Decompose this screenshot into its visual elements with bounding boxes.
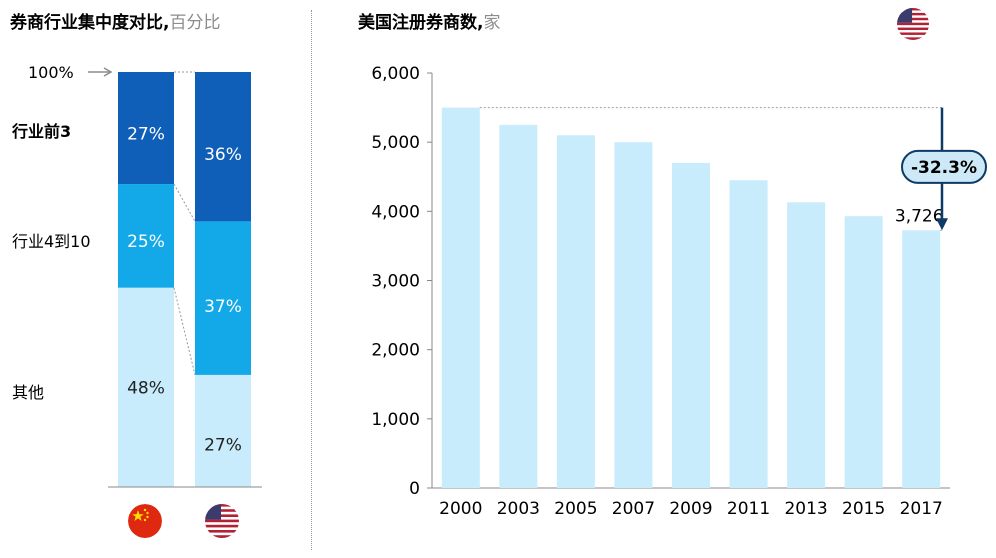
y-tick-label: 2,000 <box>371 341 420 361</box>
right-title-unit: 家 <box>483 13 501 33</box>
panel-divider <box>311 10 312 550</box>
y-tick-label: 4,000 <box>371 202 420 222</box>
left-title-unit: 百分比 <box>169 13 221 33</box>
right-chart-title: 美国注册券商数,家 <box>358 8 500 33</box>
y-tick-label: 6,000 <box>371 64 420 84</box>
stack-segment-label: 27% <box>204 435 242 455</box>
x-tick-label: 2015 <box>842 499 885 519</box>
label-top3: 行业前3 <box>12 122 72 141</box>
left-chart-title: 券商行业集中度对比,百分比 <box>10 8 220 33</box>
bar <box>441 107 480 488</box>
y-tick-label: 3,000 <box>371 272 420 292</box>
x-tick-label: 2013 <box>784 499 827 519</box>
bar <box>844 216 883 489</box>
y-tick-label: 1,000 <box>371 410 420 430</box>
x-tick-label: 2005 <box>554 499 597 519</box>
bar <box>787 202 826 488</box>
stack-segment <box>195 221 251 375</box>
bar <box>902 230 941 488</box>
stack-segment <box>195 72 251 222</box>
label-rank4-10: 行业4到10 <box>12 232 91 251</box>
x-tick-label: 2000 <box>439 499 482 519</box>
change-arrowhead <box>936 218 948 231</box>
connector-line <box>173 183 196 222</box>
stack-segment <box>118 287 174 487</box>
connector-line <box>173 287 196 376</box>
stack-segment-label: 48% <box>127 378 165 398</box>
bar <box>729 180 768 489</box>
stack-segment-label: 36% <box>204 145 242 165</box>
broker-count-chart: 0 1,000 2,000 3,000 4,000 5,000 6,000 2000 2003 2… <box>371 64 987 519</box>
us-flag-icon-header <box>897 8 929 40</box>
change-badge <box>901 149 987 184</box>
top-marker-arrowhead <box>103 67 113 77</box>
y-tick-label: 0 <box>409 479 420 499</box>
change-badge-label: -32.3% <box>911 158 977 178</box>
x-tick-label: 2011 <box>727 499 770 519</box>
x-tick-label: 2017 <box>900 499 943 519</box>
us-flag-icon <box>205 504 239 538</box>
left-title-main: 券商行业集中度对比, <box>10 13 170 33</box>
x-tick-label: 2003 <box>497 499 540 519</box>
x-tick-label: 2007 <box>612 499 655 519</box>
bar-data-label: 3,726 <box>895 206 944 226</box>
y-tick-label: 5,000 <box>371 133 420 153</box>
stack-segment <box>118 72 174 185</box>
concentration-chart: 27% 25% 48% 36% 37% 27% <box>88 67 262 488</box>
china-flag-icon <box>128 504 162 538</box>
stack-segment-label: 27% <box>127 125 165 145</box>
stack-segment-label: 25% <box>127 232 165 252</box>
bar <box>614 142 653 488</box>
right-title-main: 美国注册券商数, <box>358 13 484 33</box>
label-others: 其他 <box>12 383 45 402</box>
top-marker-label: 100% <box>28 63 74 82</box>
x-tick-label: 2009 <box>669 499 712 519</box>
stack-segment <box>118 184 174 288</box>
stack-segment <box>195 374 251 487</box>
stack-segment-label: 37% <box>204 297 242 317</box>
bar <box>672 162 710 488</box>
bar <box>499 124 538 488</box>
bar <box>556 135 595 488</box>
